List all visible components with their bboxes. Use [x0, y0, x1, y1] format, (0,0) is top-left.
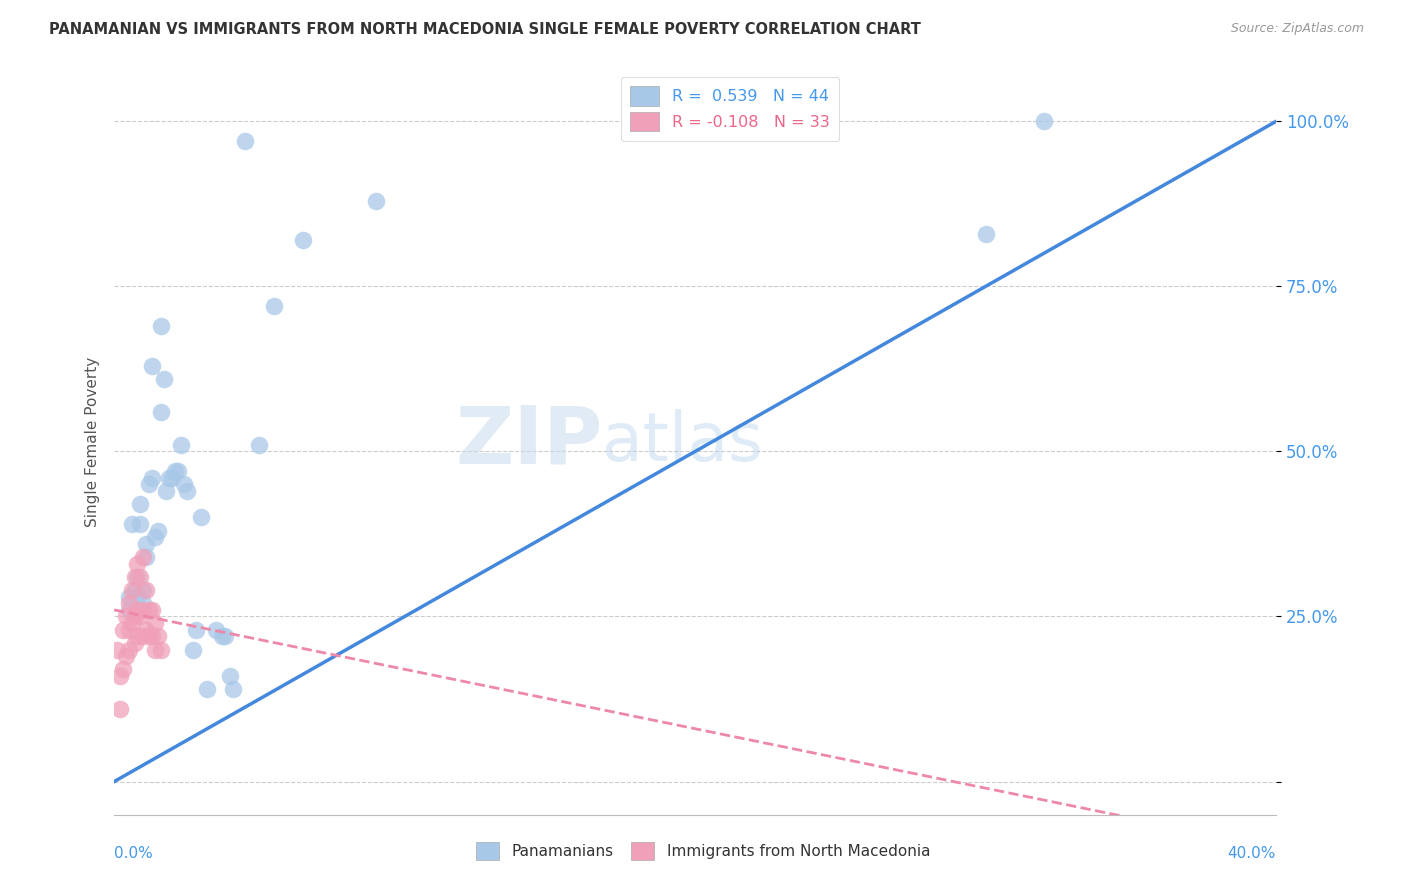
Text: PANAMANIAN VS IMMIGRANTS FROM NORTH MACEDONIA SINGLE FEMALE POVERTY CORRELATION : PANAMANIAN VS IMMIGRANTS FROM NORTH MACE… [49, 22, 921, 37]
Point [129, 609, 152, 624]
Point [121, 583, 143, 598]
Point [364, 194, 387, 208]
Point [118, 623, 141, 637]
Point [141, 629, 163, 643]
Point [132, 629, 155, 643]
Legend: Panamanians, Immigrants from North Macedonia: Panamanians, Immigrants from North Maced… [470, 836, 936, 866]
Point [129, 517, 152, 532]
Point [211, 629, 233, 643]
Point [141, 359, 163, 373]
Point [118, 642, 141, 657]
Point [129, 497, 152, 511]
Point [121, 517, 143, 532]
Point [111, 662, 134, 676]
Point [138, 603, 160, 617]
Point [127, 570, 149, 584]
Point [118, 596, 141, 610]
Point [181, 642, 204, 657]
Point [170, 438, 193, 452]
Point [222, 682, 245, 697]
Text: atlas: atlas [602, 409, 763, 475]
Point [162, 471, 184, 485]
Point [138, 629, 160, 643]
Point [195, 682, 218, 697]
Point [135, 623, 157, 637]
Point [132, 603, 155, 617]
Point [138, 477, 160, 491]
Point [1032, 114, 1054, 128]
Point [132, 583, 155, 598]
Point [292, 233, 315, 247]
Point [105, 642, 128, 657]
Point [141, 603, 163, 617]
Point [127, 603, 149, 617]
Point [149, 318, 172, 333]
Point [176, 484, 198, 499]
Point [124, 609, 146, 624]
Point [173, 477, 195, 491]
Point [167, 464, 190, 478]
Point [129, 570, 152, 584]
Point [124, 570, 146, 584]
Point [149, 405, 172, 419]
Point [108, 669, 131, 683]
Point [165, 464, 187, 478]
Point [249, 438, 271, 452]
Point [132, 550, 155, 565]
Point [146, 629, 169, 643]
Point [143, 616, 166, 631]
Point [141, 471, 163, 485]
Point [127, 629, 149, 643]
Point [974, 227, 997, 241]
Text: 40.0%: 40.0% [1227, 846, 1277, 861]
Point [124, 636, 146, 650]
Point [155, 484, 177, 499]
Point [114, 649, 136, 664]
Point [127, 590, 149, 604]
Point [118, 590, 141, 604]
Point [190, 510, 212, 524]
Point [263, 299, 285, 313]
Point [214, 629, 236, 643]
Text: ZIP: ZIP [456, 402, 602, 481]
Point [149, 642, 172, 657]
Point [111, 623, 134, 637]
Point [114, 609, 136, 624]
Legend: R =  0.539   N = 44, R = -0.108   N = 33: R = 0.539 N = 44, R = -0.108 N = 33 [621, 77, 839, 141]
Point [132, 596, 155, 610]
Point [121, 616, 143, 631]
Point [233, 134, 256, 148]
Point [184, 623, 207, 637]
Point [135, 550, 157, 565]
Point [205, 623, 228, 637]
Point [124, 583, 146, 598]
Point [108, 702, 131, 716]
Point [143, 642, 166, 657]
Text: Source: ZipAtlas.com: Source: ZipAtlas.com [1230, 22, 1364, 36]
Point [143, 530, 166, 544]
Point [118, 603, 141, 617]
Point [219, 669, 242, 683]
Point [135, 537, 157, 551]
Point [127, 557, 149, 571]
Point [152, 372, 174, 386]
Text: 0.0%: 0.0% [114, 846, 153, 861]
Point [135, 583, 157, 598]
Point [146, 524, 169, 538]
Y-axis label: Single Female Poverty: Single Female Poverty [86, 357, 100, 526]
Point [157, 471, 180, 485]
